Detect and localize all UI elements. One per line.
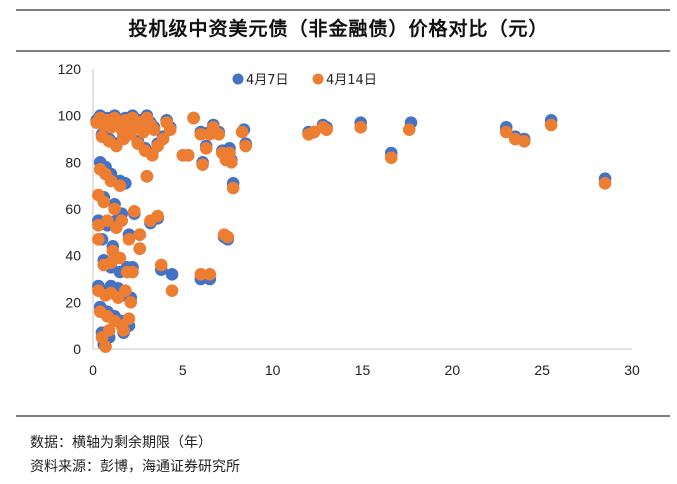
point-apr14 <box>499 125 513 139</box>
point-apr14 <box>223 146 236 160</box>
point-apr14 <box>124 128 138 141</box>
point-apr14 <box>517 135 531 148</box>
point-apr14 <box>384 151 398 164</box>
point-apr14 <box>154 258 168 272</box>
point-apr14 <box>99 340 112 353</box>
point-apr14 <box>117 324 130 337</box>
point-apr14 <box>110 221 123 234</box>
x-tick-label: 15 <box>355 362 371 378</box>
point-apr14 <box>199 142 213 155</box>
point-apr14 <box>203 268 217 281</box>
y-tick-label: 0 <box>73 341 81 357</box>
point-apr14 <box>156 132 170 146</box>
point-apr14 <box>165 284 179 297</box>
y-tick-label: 60 <box>65 201 81 217</box>
point-apr14 <box>194 128 208 141</box>
bottom-rule <box>16 415 670 417</box>
scatter-chart: 0 20 40 60 80 100 120 0 5 10 15 20 25 30 4月7日 4月14日 <box>58 61 640 378</box>
y-tick-label: 40 <box>65 248 81 264</box>
point-apr14 <box>598 177 612 190</box>
x-tick-label: 20 <box>445 362 461 378</box>
source-note: 资料来源：彭博，海通证券研究所 <box>30 459 240 475</box>
point-apr14 <box>113 251 127 265</box>
point-apr14 <box>92 233 105 246</box>
point-apr14 <box>126 265 139 279</box>
x-tick-label: 25 <box>534 362 550 378</box>
point-apr14 <box>354 121 368 134</box>
point-apr14 <box>124 296 138 309</box>
point-apr14 <box>221 230 235 244</box>
point-apr14 <box>226 181 240 195</box>
point-apr14 <box>145 149 159 162</box>
x-tick-label: 10 <box>265 362 281 378</box>
point-apr14 <box>544 118 558 132</box>
data-note: 数据：横轴为剩余期限（年） <box>30 435 212 451</box>
title-rule <box>16 50 670 52</box>
point-apr14 <box>194 268 208 281</box>
point-apr14 <box>108 202 121 216</box>
point-apr14 <box>212 128 226 141</box>
top-rule <box>16 9 670 11</box>
x-tick-label: 5 <box>179 362 187 378</box>
point-apr14 <box>235 125 249 139</box>
point-apr14 <box>239 139 253 153</box>
point-apr14 <box>187 111 200 125</box>
legend-label-apr7: 4月7日 <box>246 73 289 88</box>
point-apr14 <box>133 228 147 241</box>
point-apr14 <box>320 123 333 136</box>
point-apr14 <box>113 179 127 192</box>
point-apr14 <box>225 156 238 169</box>
point-apr14 <box>151 209 164 223</box>
point-apr14 <box>181 149 195 162</box>
chart-title: 投机级中资美元债（非金融债）价格对比（元） <box>128 18 549 40</box>
legend-marker-apr14 <box>312 73 324 85</box>
point-apr14 <box>196 158 209 171</box>
x-tick-label: 0 <box>89 362 97 378</box>
legend-marker-apr7 <box>232 73 244 85</box>
y-tick-label: 120 <box>58 61 82 77</box>
y-tick-label: 100 <box>58 108 82 124</box>
point-apr14 <box>402 123 416 136</box>
point-apr14 <box>122 312 136 325</box>
point-apr14 <box>140 170 154 183</box>
point-apr7 <box>165 268 179 281</box>
point-apr14 <box>101 214 114 227</box>
y-tick-label: 20 <box>65 294 81 310</box>
point-apr14 <box>147 123 161 136</box>
point-apr14 <box>122 233 136 246</box>
point-apr14 <box>102 324 116 337</box>
point-apr14 <box>119 284 132 297</box>
point-apr14 <box>128 205 141 218</box>
y-tick-label: 80 <box>65 154 81 170</box>
point-apr14 <box>97 195 111 209</box>
point-apr14 <box>133 242 147 255</box>
x-tick-label: 30 <box>624 362 640 378</box>
legend-label-apr14: 4月14日 <box>326 73 377 88</box>
point-apr14 <box>163 123 177 136</box>
